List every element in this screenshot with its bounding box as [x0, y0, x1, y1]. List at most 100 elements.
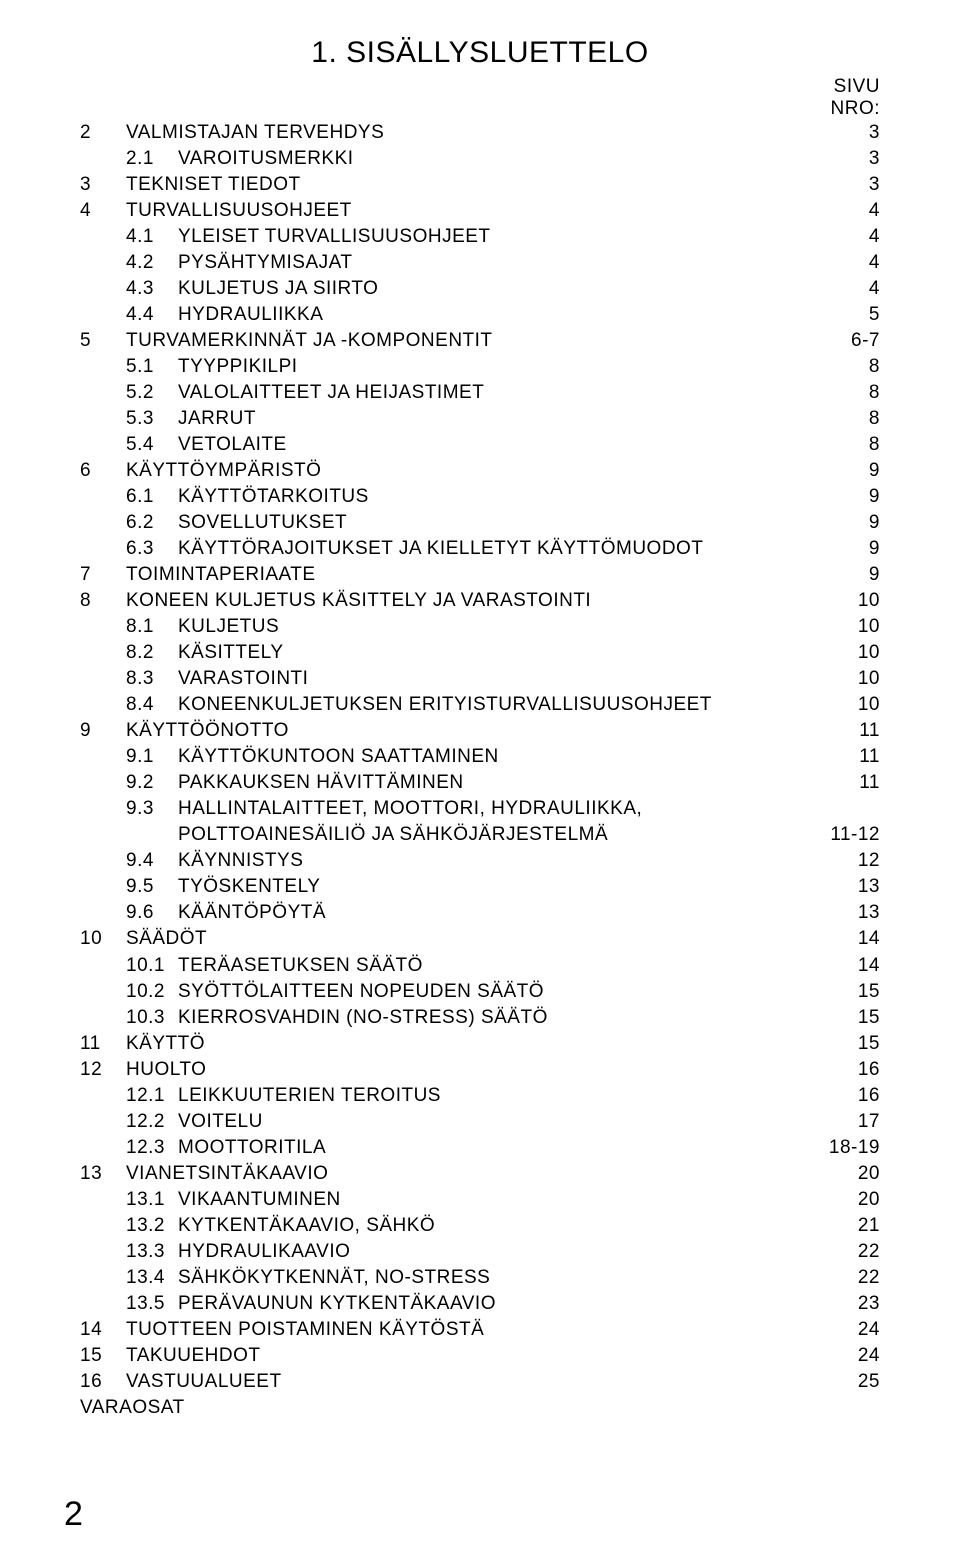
toc-sub-number: 8.3 [126, 666, 178, 692]
toc-section-label: TEKNISET TIEDOT [126, 172, 800, 198]
toc-page-number: 11 [800, 770, 880, 796]
toc-page-number: 4 [800, 224, 880, 250]
toc-page-number: 10 [800, 692, 880, 718]
toc-sub-number: 4.3 [126, 276, 178, 302]
toc-page-number: 3 [800, 146, 880, 172]
toc-sub-number: 8.4 [126, 692, 178, 718]
document-page: 1. SISÄLLYSLUETTELO SIVU NRO: 2VALMISTAJ… [0, 0, 960, 1552]
toc-sub-label: KULJETUS JA SIIRTO [178, 276, 800, 302]
toc-row: 9.2PAKKAUKSEN HÄVITTÄMINEN11 [80, 770, 880, 796]
toc-section-number: 5 [80, 328, 126, 354]
toc-section-number: 8 [80, 588, 126, 614]
toc-section-number: 7 [80, 562, 126, 588]
toc-row: VARAOSAT [80, 1395, 880, 1421]
toc-page-number: 11-12 [800, 822, 880, 848]
toc-page-number: 21 [800, 1213, 880, 1239]
toc-row: 4.1YLEISET TURVALLISUUSOHJEET4 [80, 224, 880, 250]
toc-sub-number: 10.1 [126, 953, 178, 979]
toc-row: 6.2SOVELLUTUKSET9 [80, 510, 880, 536]
toc-row: 13VIANETSINTÄKAAVIO20 [80, 1161, 880, 1187]
toc-sub-label: PERÄVAUNUN KYTKENTÄKAAVIO [178, 1291, 800, 1317]
toc-sub-label: HALLINTALAITTEET, MOOTTORI, HYDRAULIIKKA… [178, 796, 800, 822]
toc-row: 6KÄYTTÖYMPÄRISTÖ9 [80, 458, 880, 484]
toc-row: 12.1LEIKKUUTERIEN TEROITUS16 [80, 1083, 880, 1109]
toc-sub-label: KÄÄNTÖPÖYTÄ [178, 900, 800, 926]
toc-row: 13.2KYTKENTÄKAAVIO, SÄHKÖ21 [80, 1213, 880, 1239]
toc-sub-number: 6.2 [126, 510, 178, 536]
toc-row: 10.3KIERROSVAHDIN (NO-STRESS) SÄÄTÖ15 [80, 1005, 880, 1031]
toc-sub-label: VARASTOINTI [178, 666, 800, 692]
toc-row: 9.4KÄYNNISTYS12 [80, 848, 880, 874]
toc-page-number: 16 [800, 1083, 880, 1109]
toc-page-number: 8 [800, 432, 880, 458]
toc-section-label: TURVALLISUUSOHJEET [126, 198, 800, 224]
spacer [80, 76, 800, 120]
toc-page-number: 10 [800, 588, 880, 614]
toc-sub-number: 13.1 [126, 1187, 178, 1213]
toc-section-label: HUOLTO [126, 1057, 800, 1083]
toc-section-label: KONEEN KULJETUS KÄSITTELY JA VARASTOINTI [126, 588, 800, 614]
toc-row: 9.1KÄYTTÖKUNTOON SAATTAMINEN11 [80, 744, 880, 770]
toc-page-number: 5 [800, 302, 880, 328]
toc-row: 9.5TYÖSKENTELY13 [80, 874, 880, 900]
toc-page-number: 24 [800, 1343, 880, 1369]
toc-page-number: 3 [800, 120, 880, 146]
toc-sub-label: KONEENKULJETUKSEN ERITYISTURVALLISUUSOHJ… [178, 692, 800, 718]
toc-sub-number: 9.2 [126, 770, 178, 796]
toc-row: 13.1VIKAANTUMINEN20 [80, 1187, 880, 1213]
toc-page-number: 9 [800, 484, 880, 510]
toc-section-number: 15 [80, 1343, 126, 1369]
toc-section-label: KÄYTTÖÖNOTTO [126, 718, 800, 744]
toc-page-number: 10 [800, 666, 880, 692]
toc-row: POLTTOAINESÄILIÖ JA SÄHKÖJÄRJESTELMÄ11-1… [80, 822, 880, 848]
toc-page-number: 11 [800, 718, 880, 744]
toc-sub-label: VIKAANTUMINEN [178, 1187, 800, 1213]
toc-row: 14TUOTTEEN POISTAMINEN KÄYTÖSTÄ24 [80, 1317, 880, 1343]
toc-section-number: 3 [80, 172, 126, 198]
toc-sub-number: 12.2 [126, 1109, 178, 1135]
toc-sub-number: 10.2 [126, 979, 178, 1005]
toc-page-number: 25 [800, 1369, 880, 1395]
toc-sub-number: 5.2 [126, 380, 178, 406]
toc-page-number: 24 [800, 1317, 880, 1343]
toc-section-label: KÄYTTÖ [126, 1031, 800, 1057]
toc-row: 11KÄYTTÖ15 [80, 1031, 880, 1057]
toc-sub-label: KÄYTTÖTARKOITUS [178, 484, 800, 510]
toc-row: 12.3MOOTTORITILA18-19 [80, 1135, 880, 1161]
toc-sub-label: TYYPPIKILPI [178, 354, 800, 380]
toc-sub-number: 4.4 [126, 302, 178, 328]
toc-row: 5.3JARRUT8 [80, 406, 880, 432]
toc-row: 4TURVALLISUUSOHJEET4 [80, 198, 880, 224]
toc-row: 5.2VALOLAITTEET JA HEIJASTIMET8 [80, 380, 880, 406]
toc-page-number: 10 [800, 614, 880, 640]
toc-section-label: KÄYTTÖYMPÄRISTÖ [126, 458, 800, 484]
toc-sub-number: 6.3 [126, 536, 178, 562]
toc-row: 5.4VETOLAITE8 [80, 432, 880, 458]
toc-section-label: SÄÄDÖT [126, 926, 800, 952]
toc-sub-label: SOVELLUTUKSET [178, 510, 800, 536]
toc-row: 4.2PYSÄHTYMISAJAT4 [80, 250, 880, 276]
toc-sub-label: KIERROSVAHDIN (NO-STRESS) SÄÄTÖ [178, 1005, 800, 1031]
toc-page-number: 10 [800, 640, 880, 666]
toc-sub-label: YLEISET TURVALLISUUSOHJEET [178, 224, 800, 250]
toc-sub-label: TYÖSKENTELY [178, 874, 800, 900]
toc-section-label: TUOTTEEN POISTAMINEN KÄYTÖSTÄ [126, 1317, 800, 1343]
toc-section-number: 2 [80, 120, 126, 146]
toc-section-number: 16 [80, 1369, 126, 1395]
toc-section-number: 6 [80, 458, 126, 484]
toc-sub-label: SYÖTTÖLAITTEEN NOPEUDEN SÄÄTÖ [178, 979, 800, 1005]
toc-page-number: 8 [800, 380, 880, 406]
toc-sub-number: 4.1 [126, 224, 178, 250]
toc-sub-number: 9.1 [126, 744, 178, 770]
toc-page-number: 15 [800, 1031, 880, 1057]
toc-page-number: 13 [800, 874, 880, 900]
toc-page-number: 9 [800, 536, 880, 562]
toc-row: 8.4KONEENKULJETUKSEN ERITYISTURVALLISUUS… [80, 692, 880, 718]
toc-row: 12.2VOITELU17 [80, 1109, 880, 1135]
toc-row: 5TURVAMERKINNÄT JA -KOMPONENTIT6-7 [80, 328, 880, 354]
toc-page-number: 9 [800, 562, 880, 588]
toc-sub-label: VALOLAITTEET JA HEIJASTIMET [178, 380, 800, 406]
toc-page-number: 22 [800, 1239, 880, 1265]
toc-row: 9.6KÄÄNTÖPÖYTÄ13 [80, 900, 880, 926]
toc-page-number: 9 [800, 510, 880, 536]
